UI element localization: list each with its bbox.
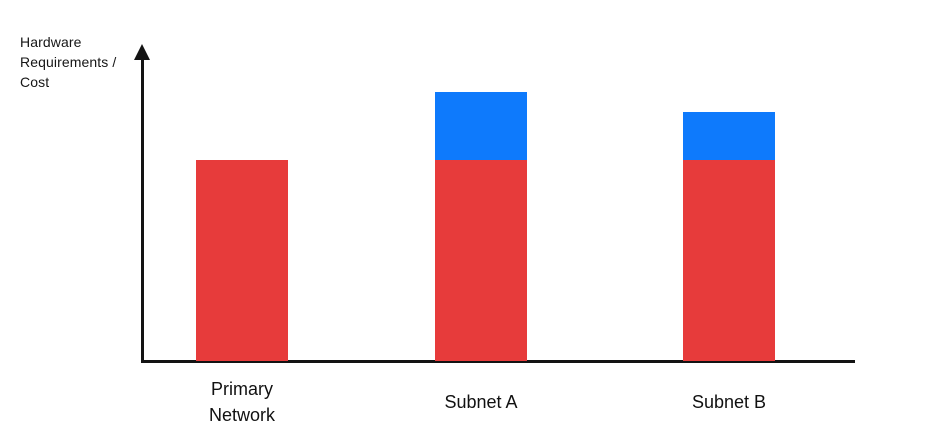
bar-subnet-a (435, 92, 527, 361)
x-axis-label: Subnet A (444, 392, 518, 412)
red-base-segment (435, 160, 527, 361)
blue-top-segment (435, 92, 527, 160)
x-axis-label: Primary Network (208, 379, 275, 425)
red-base-segment (196, 160, 288, 361)
x-axis-label: Subnet B (691, 392, 767, 412)
red-base-segment (683, 160, 775, 361)
y-axis-label: Hardware Requirements / Cost (20, 34, 117, 90)
bar-primary-network (196, 160, 288, 361)
x-axis-line (141, 360, 855, 363)
y-axis-arrow-icon (134, 44, 150, 60)
blue-top-segment (683, 112, 775, 160)
bar-subnet-b (683, 112, 775, 361)
y-axis-line (141, 56, 144, 363)
